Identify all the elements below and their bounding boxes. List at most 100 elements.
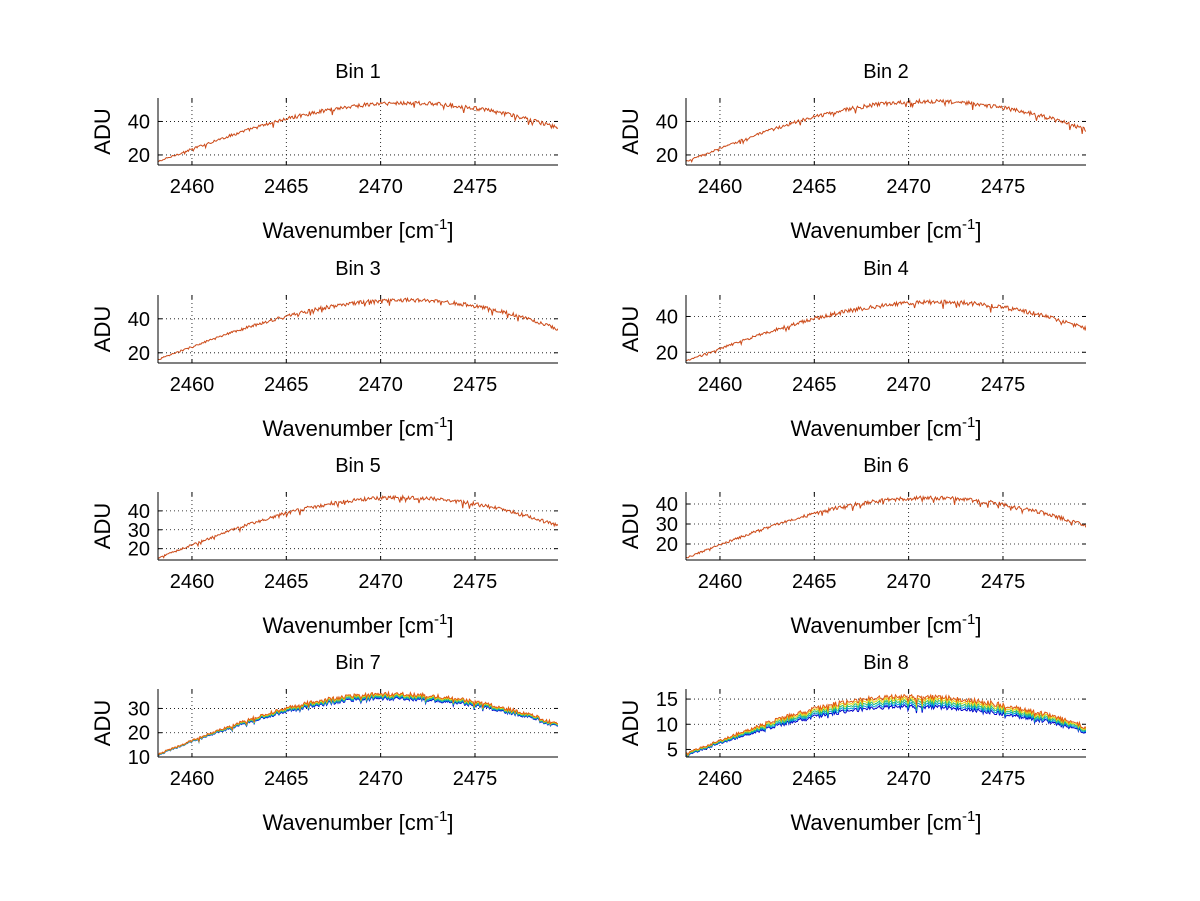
x-tick-label: 2460 — [170, 571, 215, 593]
y-tick-label: 40 — [128, 309, 150, 331]
y-axis-label: ADU — [618, 503, 643, 549]
x-tick-label: 2470 — [358, 571, 403, 593]
x-tick-label: 2465 — [792, 374, 837, 396]
subplot-title: Bin 7 — [335, 652, 381, 674]
x-tick-label: 2465 — [264, 374, 309, 396]
subplot-bin-8: Bin 8 2460 2465 2470 2475 5 10 15 Wavenumber [cm… — [618, 652, 1086, 835]
y-axis-label: ADU — [90, 306, 115, 352]
y-axis-label: ADU — [90, 700, 115, 746]
subplot-title: Bin 3 — [335, 258, 381, 280]
x-tick-label: 2470 — [886, 176, 931, 198]
x-axis-label: Wavenumber [cm-1] — [790, 414, 981, 441]
subplot-title: Bin 6 — [863, 455, 909, 477]
subplot-title: Bin 1 — [335, 61, 381, 83]
y-tick-label: 10 — [128, 747, 150, 769]
x-tick-label: 2470 — [358, 768, 403, 790]
y-tick-label: 10 — [656, 714, 678, 736]
x-axis-label: Wavenumber [cm-1] — [790, 216, 981, 243]
x-tick-label: 2460 — [170, 374, 215, 396]
y-tick-label: 20 — [656, 534, 678, 556]
subplot-title: Bin 5 — [335, 455, 381, 477]
y-tick-label: 40 — [656, 306, 678, 328]
subplot-bin-3: Bin 3 2460 2465 2470 2475 20 40 Wavenumber [cm-… — [90, 258, 558, 441]
x-axis-label: Wavenumber [cm-1] — [262, 216, 453, 243]
x-axis-label: Wavenumber [cm-1] — [790, 611, 981, 638]
subplot-title: Bin 2 — [863, 61, 909, 83]
y-tick-label: 40 — [128, 111, 150, 133]
y-axis-label: ADU — [618, 700, 643, 746]
subplot-title: Bin 8 — [863, 652, 909, 674]
series-line-band-2 — [158, 693, 558, 756]
series-line-band-5 — [158, 690, 558, 756]
x-tick-label: 2465 — [264, 176, 309, 198]
y-tick-label: 20 — [128, 539, 150, 561]
x-tick-label: 2460 — [698, 374, 743, 396]
series-line-band-3 — [686, 698, 1086, 757]
x-tick-label: 2470 — [886, 571, 931, 593]
y-tick-label: 5 — [667, 739, 678, 761]
y-axis-label: ADU — [618, 108, 643, 154]
series-line-trace — [686, 494, 1086, 559]
series-line-trace — [158, 296, 558, 360]
y-tick-label: 30 — [128, 520, 150, 542]
y-tick-label: 40 — [656, 494, 678, 516]
subplot-bin-1: Bin 1 2460 2465 2470 2475 20 40 Wavenumber [cm-… — [90, 61, 558, 243]
series-line-band-1 — [158, 694, 558, 757]
subplot-bin-2: Bin 2 2460 2465 2470 2475 20 40 Wavenumber [cm-… — [618, 61, 1086, 243]
series-line-band-3 — [158, 692, 558, 756]
x-tick-label: 2460 — [698, 571, 743, 593]
x-tick-label: 2465 — [264, 571, 309, 593]
x-tick-label: 2465 — [792, 571, 837, 593]
x-axis-label: Wavenumber [cm-1] — [262, 808, 453, 835]
y-tick-label: 15 — [656, 689, 678, 711]
x-tick-label: 2465 — [792, 768, 837, 790]
y-axis-label: ADU — [90, 108, 115, 154]
x-axis-label: Wavenumber [cm-1] — [262, 611, 453, 638]
y-axis-label: ADU — [90, 503, 115, 549]
x-tick-label: 2470 — [358, 176, 403, 198]
x-axis-label: Wavenumber [cm-1] — [262, 414, 453, 441]
x-tick-label: 2475 — [453, 176, 498, 198]
x-tick-label: 2475 — [453, 374, 498, 396]
x-tick-label: 2465 — [792, 176, 837, 198]
x-tick-label: 2475 — [981, 374, 1026, 396]
x-tick-label: 2475 — [453, 768, 498, 790]
y-tick-label: 20 — [128, 145, 150, 167]
x-axis-label: Wavenumber [cm-1] — [790, 808, 981, 835]
y-tick-label: 40 — [656, 111, 678, 133]
series-line-band-5 — [686, 693, 1086, 756]
x-tick-label: 2460 — [698, 176, 743, 198]
x-tick-label: 2475 — [981, 768, 1026, 790]
y-tick-label: 30 — [656, 514, 678, 536]
series-line-trace — [158, 100, 558, 162]
x-tick-label: 2475 — [981, 176, 1026, 198]
series-line-trace — [686, 98, 1086, 164]
series-line-band-2 — [686, 701, 1086, 757]
x-tick-label: 2460 — [698, 768, 743, 790]
series-line-band-1 — [686, 703, 1086, 757]
x-tick-label: 2475 — [981, 571, 1026, 593]
series-line-trace — [158, 494, 558, 559]
series-line-band-4 — [158, 691, 558, 756]
y-tick-label: 30 — [128, 698, 150, 720]
subplot-title: Bin 4 — [863, 258, 909, 280]
x-tick-label: 2460 — [170, 768, 215, 790]
x-tick-label: 2475 — [453, 571, 498, 593]
y-tick-label: 20 — [656, 145, 678, 167]
y-tick-label: 20 — [656, 342, 678, 364]
x-tick-label: 2470 — [358, 374, 403, 396]
y-tick-label: 40 — [128, 501, 150, 523]
series-line-band-4 — [686, 696, 1086, 757]
y-axis-label: ADU — [618, 306, 643, 352]
x-tick-label: 2460 — [170, 176, 215, 198]
subplot-bin-4: Bin 4 2460 2465 2470 2475 20 40 Wavenumber [cm-… — [618, 258, 1086, 441]
x-tick-label: 2470 — [886, 374, 931, 396]
y-tick-label: 20 — [128, 723, 150, 745]
x-tick-label: 2465 — [264, 768, 309, 790]
x-tick-label: 2470 — [886, 768, 931, 790]
series-line-trace — [686, 298, 1086, 362]
